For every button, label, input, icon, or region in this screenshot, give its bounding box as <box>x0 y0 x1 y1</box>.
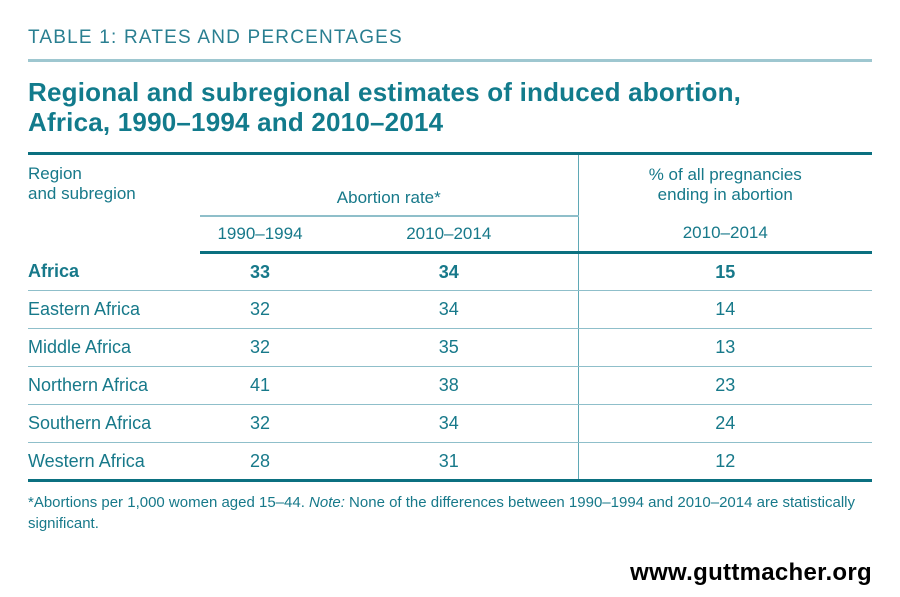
pct-header-line1: % of all pregnancies <box>648 165 802 185</box>
rate-2010-2014-cell: 35 <box>320 328 579 367</box>
table-row-western-africa: Western Africa 28 31 12 <box>28 442 873 482</box>
rate-2010-2014-cell: 31 <box>320 442 579 482</box>
footnote-part1: *Abortions per 1,000 women aged 15–44. <box>28 494 310 511</box>
kicker-divider-rule <box>28 59 872 62</box>
guttmacher-website-url: www.guttmacher.org <box>630 559 872 586</box>
pct-2010-2014-cell: 14 <box>577 290 873 329</box>
region-cell: Middle Africa <box>28 328 200 367</box>
subheader-rate-2010-2014: 2010–2014 <box>320 215 579 254</box>
pct-2010-2014-cell: 24 <box>577 404 873 443</box>
table-subheader-row: 1990–1994 2010–2014 2010–2014 <box>28 215 873 254</box>
region-cell: Eastern Africa <box>28 290 200 329</box>
region-cell: Southern Africa <box>28 404 200 443</box>
table-row-northern-africa: Northern Africa 41 38 23 <box>28 366 873 405</box>
page-title: Regional and subregional estimates of in… <box>28 77 872 137</box>
subheader-rate-1990-1994: 1990–1994 <box>200 215 320 254</box>
region-cell: Western Africa <box>28 442 200 482</box>
region-cell: Northern Africa <box>28 366 200 405</box>
rate-2010-2014-cell: 34 <box>320 404 579 443</box>
rate-2010-2014-cell: 34 <box>320 252 579 291</box>
pct-2010-2014-cell: 12 <box>577 442 873 482</box>
table-row-africa: Africa 33 34 15 <box>28 252 873 291</box>
rate-1990-1994-cell: 32 <box>200 404 320 443</box>
table-row-eastern-africa: Eastern Africa 32 34 14 <box>28 290 873 329</box>
subheader-pct-2010-2014: 2010–2014 <box>577 215 873 254</box>
column-header-pct-pregnancies: % of all pregnancies ending in abortion <box>577 153 873 216</box>
page-title-line1: Regional and subregional estimates of in… <box>28 77 742 107</box>
table-row-southern-africa: Southern Africa 32 34 24 <box>28 404 873 443</box>
table-footnote: *Abortions per 1,000 women aged 15–44. N… <box>28 492 872 534</box>
region-header-line1: Region <box>28 164 82 183</box>
rate-2010-2014-cell: 34 <box>320 290 579 329</box>
table-header-row: Region and subregion Abortion rate* % of… <box>28 153 873 217</box>
footnote-note-label: Note: <box>309 494 345 511</box>
rate-1990-1994-cell: 32 <box>200 328 320 367</box>
pct-2010-2014-cell: 13 <box>577 328 873 367</box>
column-group-header-abortion-rate: Abortion rate* <box>200 153 579 217</box>
pct-2010-2014-cell: 15 <box>577 252 873 291</box>
pct-2010-2014-cell: 23 <box>577 366 873 405</box>
page-title-line2: Africa, 1990–1994 and 2010–2014 <box>28 107 444 137</box>
rate-1990-1994-cell: 41 <box>200 366 320 405</box>
table-kicker-label: TABLE 1: RATES AND PERCENTAGES <box>28 27 403 48</box>
region-cell: Africa <box>28 252 200 291</box>
table-row-middle-africa: Middle Africa 32 35 13 <box>28 328 873 367</box>
pct-header-line2: ending in abortion <box>657 185 793 205</box>
abortion-estimates-table: Region and subregion Abortion rate* % of… <box>28 152 873 482</box>
region-header-line2: and subregion <box>28 184 136 203</box>
footnote-part2: None of the differences between 1990–199… <box>28 494 855 532</box>
column-header-region: Region and subregion <box>28 154 200 253</box>
rate-1990-1994-cell: 32 <box>200 290 320 329</box>
rate-1990-1994-cell: 28 <box>200 442 320 482</box>
rate-2010-2014-cell: 38 <box>320 366 579 405</box>
rate-1990-1994-cell: 33 <box>200 252 320 291</box>
